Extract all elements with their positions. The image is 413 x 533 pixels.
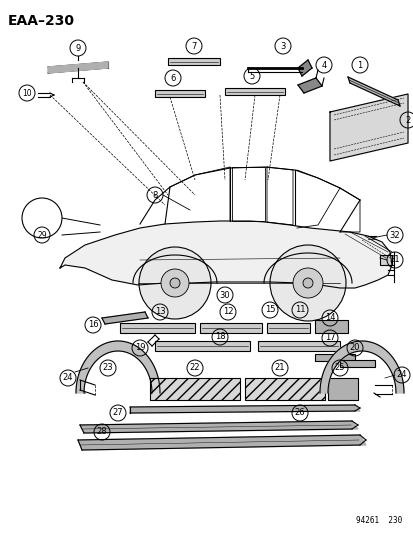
Text: 29: 29 [37,230,47,239]
Text: 24: 24 [396,370,406,379]
Polygon shape [60,221,391,288]
Bar [154,90,204,97]
Text: 11: 11 [294,305,304,314]
Bar [154,341,249,351]
Text: 22: 22 [189,364,200,373]
Text: 23: 23 [102,364,113,373]
Bar [314,354,354,361]
Polygon shape [329,94,407,161]
Bar [244,378,324,400]
Polygon shape [78,435,365,450]
Text: 26: 26 [294,408,304,417]
Text: 32: 32 [389,230,399,239]
Text: 6: 6 [170,74,175,83]
Text: 5: 5 [249,71,254,80]
Text: EAA–230: EAA–230 [8,14,75,28]
Text: 94261  230: 94261 230 [355,516,401,525]
Bar [339,360,374,367]
Bar [379,255,391,265]
Text: 24: 24 [63,374,73,383]
Text: 9: 9 [75,44,81,52]
Polygon shape [319,341,403,393]
Polygon shape [130,405,359,413]
Bar [327,378,357,400]
Circle shape [161,269,189,297]
Polygon shape [48,62,108,73]
Text: 15: 15 [264,305,275,314]
Text: 17: 17 [324,334,335,343]
Bar [150,378,240,400]
Text: 14: 14 [324,313,335,322]
Bar [168,58,219,65]
Text: 19: 19 [134,343,145,352]
Circle shape [302,278,312,288]
Text: 13: 13 [154,308,165,317]
Bar [257,341,339,351]
Text: 30: 30 [219,290,230,300]
Bar [266,323,309,333]
Polygon shape [297,78,321,93]
Bar [120,323,195,333]
Text: 7: 7 [191,42,196,51]
Bar [314,320,347,333]
Circle shape [269,245,345,321]
Bar [199,323,261,333]
Polygon shape [297,60,311,76]
Circle shape [139,247,211,319]
Text: 27: 27 [112,408,123,417]
Text: 18: 18 [214,333,225,342]
Text: 20: 20 [349,343,359,352]
Text: 12: 12 [222,308,233,317]
Bar [224,88,284,95]
Polygon shape [347,77,399,106]
Text: 25: 25 [334,364,344,373]
Text: 16: 16 [88,320,98,329]
Circle shape [170,278,180,288]
Text: 31: 31 [389,255,399,264]
Polygon shape [102,312,147,324]
Polygon shape [76,341,159,393]
Circle shape [22,198,62,238]
Text: 1: 1 [356,61,362,69]
Text: 21: 21 [274,364,285,373]
Text: 10: 10 [22,88,32,98]
Text: 8: 8 [152,190,157,199]
Circle shape [292,268,322,298]
Text: 3: 3 [280,42,285,51]
Polygon shape [80,421,357,433]
Text: 2: 2 [404,116,410,125]
Text: 28: 28 [97,427,107,437]
Text: 4: 4 [320,61,326,69]
